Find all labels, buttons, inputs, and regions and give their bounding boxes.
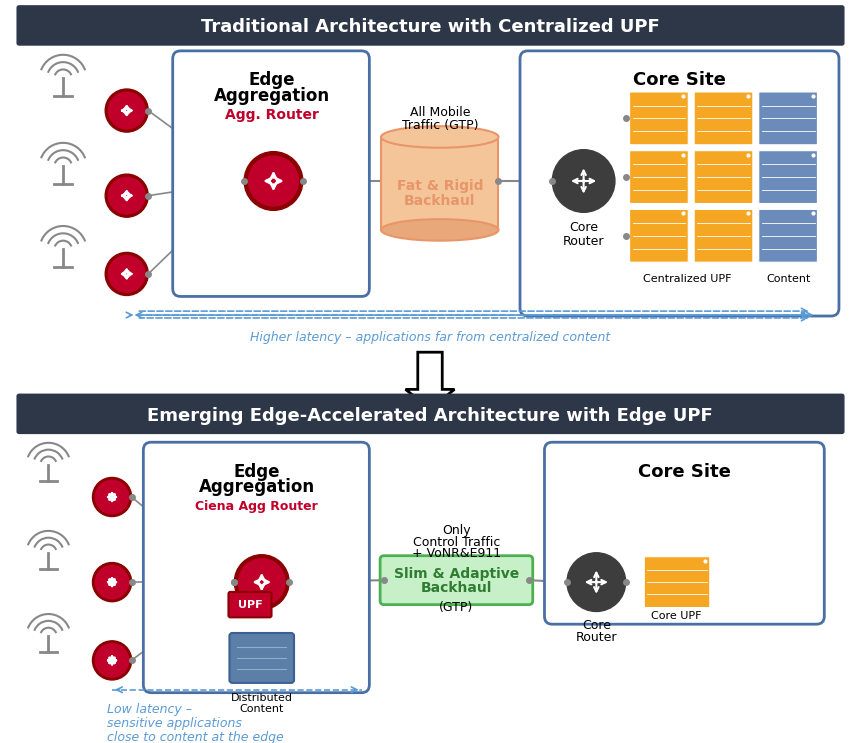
- FancyBboxPatch shape: [17, 395, 844, 433]
- FancyBboxPatch shape: [380, 556, 533, 605]
- Ellipse shape: [381, 126, 499, 148]
- FancyBboxPatch shape: [520, 51, 839, 316]
- Text: Core: Core: [569, 221, 598, 235]
- Text: (GTP): (GTP): [439, 601, 474, 614]
- Text: Emerging Edge-Accelerated Architecture with Edge UPF: Emerging Edge-Accelerated Architecture w…: [147, 407, 713, 425]
- Text: Core Site: Core Site: [638, 463, 731, 481]
- FancyBboxPatch shape: [644, 557, 709, 608]
- Text: Control Traffic: Control Traffic: [412, 536, 500, 548]
- FancyBboxPatch shape: [759, 151, 817, 204]
- Text: Core UPF: Core UPF: [651, 611, 702, 621]
- Text: Only: Only: [442, 524, 471, 536]
- Circle shape: [567, 553, 626, 611]
- Text: Edge: Edge: [233, 463, 280, 481]
- Text: Edge: Edge: [248, 71, 294, 89]
- Text: + VoNR&E911: + VoNR&E911: [412, 548, 501, 560]
- Text: Backhaul: Backhaul: [421, 581, 492, 595]
- Text: Content: Content: [766, 274, 810, 284]
- Text: Higher latency – applications far from centralized content: Higher latency – applications far from c…: [250, 331, 610, 344]
- FancyBboxPatch shape: [143, 442, 369, 692]
- Text: Aggregation: Aggregation: [199, 478, 315, 496]
- FancyBboxPatch shape: [694, 210, 753, 262]
- Text: sensitive applications: sensitive applications: [107, 717, 242, 730]
- Circle shape: [108, 256, 145, 292]
- Text: All Mobile: All Mobile: [410, 106, 470, 119]
- Circle shape: [552, 149, 615, 212]
- Circle shape: [105, 253, 148, 296]
- Circle shape: [92, 478, 132, 516]
- Text: Aggregation: Aggregation: [214, 87, 330, 105]
- Circle shape: [92, 562, 132, 602]
- Circle shape: [96, 643, 128, 677]
- Text: Router: Router: [563, 235, 604, 248]
- FancyBboxPatch shape: [759, 210, 817, 262]
- Circle shape: [105, 174, 148, 217]
- Circle shape: [96, 481, 128, 513]
- FancyBboxPatch shape: [381, 137, 499, 230]
- Circle shape: [108, 178, 145, 214]
- Text: Agg. Router: Agg. Router: [225, 108, 319, 123]
- Circle shape: [105, 89, 148, 132]
- FancyBboxPatch shape: [173, 51, 369, 296]
- Text: Slim & Adaptive: Slim & Adaptive: [393, 568, 519, 581]
- FancyBboxPatch shape: [759, 92, 817, 145]
- Text: Ciena Agg Router: Ciena Agg Router: [195, 500, 319, 513]
- FancyBboxPatch shape: [17, 6, 844, 45]
- Text: Content: Content: [239, 704, 284, 714]
- FancyBboxPatch shape: [629, 210, 688, 262]
- Circle shape: [234, 555, 289, 609]
- Text: Core: Core: [582, 619, 610, 632]
- Ellipse shape: [381, 219, 499, 241]
- Circle shape: [108, 92, 145, 129]
- Text: close to content at the edge: close to content at the edge: [107, 731, 284, 743]
- Text: Fat & Rigid: Fat & Rigid: [397, 179, 483, 193]
- FancyBboxPatch shape: [229, 633, 294, 683]
- Text: Backhaul: Backhaul: [404, 194, 475, 207]
- Text: Centralized UPF: Centralized UPF: [643, 274, 732, 284]
- FancyBboxPatch shape: [694, 151, 753, 204]
- Circle shape: [249, 156, 299, 206]
- FancyArrow shape: [406, 352, 455, 409]
- FancyBboxPatch shape: [228, 592, 271, 617]
- Circle shape: [92, 640, 132, 680]
- Circle shape: [238, 559, 285, 606]
- Text: Core Site: Core Site: [633, 71, 726, 89]
- FancyBboxPatch shape: [629, 92, 688, 145]
- Circle shape: [96, 565, 128, 599]
- Text: Traditional Architecture with Centralized UPF: Traditional Architecture with Centralize…: [201, 19, 660, 36]
- Text: Router: Router: [576, 632, 617, 644]
- FancyBboxPatch shape: [544, 442, 824, 624]
- Text: UPF: UPF: [238, 600, 263, 609]
- FancyBboxPatch shape: [694, 92, 753, 145]
- Text: Distributed: Distributed: [231, 692, 293, 703]
- Text: Traffic (GTP): Traffic (GTP): [401, 119, 478, 132]
- Text: Low latency –: Low latency –: [107, 704, 192, 716]
- Circle shape: [245, 152, 303, 210]
- FancyBboxPatch shape: [629, 151, 688, 204]
